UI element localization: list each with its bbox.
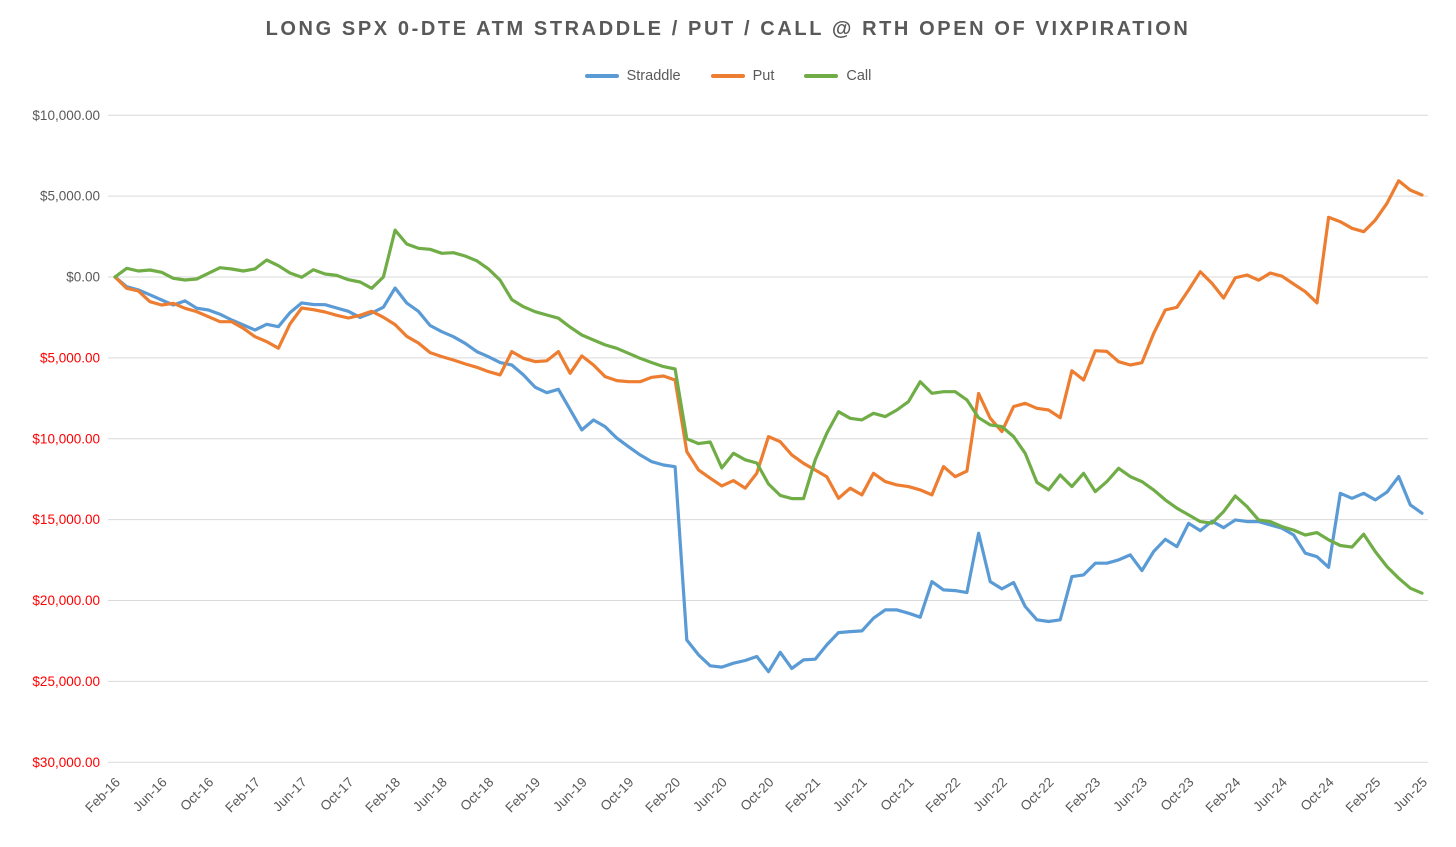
chart-title: LONG SPX 0-DTE ATM STRADDLE / PUT / CALL… <box>265 18 1191 40</box>
x-tick-label: Jun-18 <box>410 775 450 815</box>
x-tick-label: Oct-21 <box>877 775 916 814</box>
legend-item-straddle: Straddle <box>584 68 681 84</box>
y-tick-labels: $10,000.00 $5,000.00 $0.00 $5,000.00 $10,000… <box>32 108 100 770</box>
x-tick-label: Oct-19 <box>597 775 636 814</box>
x-tick-label: Jun-21 <box>830 775 870 815</box>
x-tick-label: Jun-25 <box>1390 775 1430 815</box>
x-tick-label: Oct-20 <box>737 775 776 814</box>
y-tick-label: $0.00 <box>66 270 100 285</box>
x-tick-label: Jun-20 <box>690 775 730 815</box>
x-tick-label: Jun-17 <box>270 775 310 815</box>
x-tick-label: Jun-24 <box>1250 774 1290 814</box>
y-tick-label: $30,000.00 <box>32 755 100 770</box>
x-tick-label: Jun-19 <box>550 775 590 815</box>
y-tick-label: $10,000.00 <box>32 108 100 123</box>
x-tick-label: Feb-18 <box>362 775 403 816</box>
legend-swatch-put <box>710 74 745 78</box>
legend-item-call: Call <box>804 68 871 84</box>
x-tick-label: Feb-24 <box>1203 774 1244 815</box>
y-tick-label: $25,000.00 <box>32 674 100 689</box>
legend-swatch-call <box>804 74 839 78</box>
x-tick-label: Oct-24 <box>1298 774 1338 814</box>
legend-item-put: Put <box>710 68 775 84</box>
legend-swatch-straddle <box>584 74 619 78</box>
y-tick-label: $5,000.00 <box>40 189 100 204</box>
x-tick-label: Feb-16 <box>82 775 123 816</box>
x-tick-label: Oct-22 <box>1017 775 1056 814</box>
x-tick-label: Feb-25 <box>1343 775 1384 816</box>
chart-legend: Straddle Put Call <box>0 68 1456 84</box>
x-tick-labels: Feb-16 Jun-16 Oct-16 Feb-17 Jun-17 Oct-17 Feb-… <box>82 774 1430 815</box>
series-line-put <box>113 179 1424 500</box>
x-tick-label: Oct-18 <box>457 775 496 814</box>
x-tick-label: Jun-23 <box>1110 775 1150 815</box>
x-tick-label: Jun-22 <box>970 775 1010 815</box>
y-tick-label: $10,000.00 <box>32 431 100 446</box>
x-tick-label: Jun-16 <box>130 775 170 815</box>
x-tick-label: Feb-17 <box>222 775 263 816</box>
legend-label: Put <box>752 68 775 84</box>
legend-label: Call <box>846 68 872 84</box>
series-line-straddle <box>113 275 1424 674</box>
x-tick-label: Feb-20 <box>642 775 683 816</box>
y-tick-label: $15,000.00 <box>32 512 100 527</box>
x-tick-label: Feb-19 <box>502 775 543 816</box>
series-line-call <box>113 228 1424 595</box>
x-tick-label: Feb-22 <box>922 775 963 816</box>
x-tick-label: Oct-17 <box>317 775 356 814</box>
legend-label: Straddle <box>626 68 681 84</box>
x-tick-label: Oct-23 <box>1157 775 1196 814</box>
x-tick-label: Feb-21 <box>782 775 823 816</box>
x-tick-label: Oct-16 <box>177 775 216 814</box>
x-tick-label: Feb-23 <box>1063 775 1104 816</box>
y-tick-label: $5,000.00 <box>40 350 100 365</box>
y-tick-label: $20,000.00 <box>32 593 100 608</box>
